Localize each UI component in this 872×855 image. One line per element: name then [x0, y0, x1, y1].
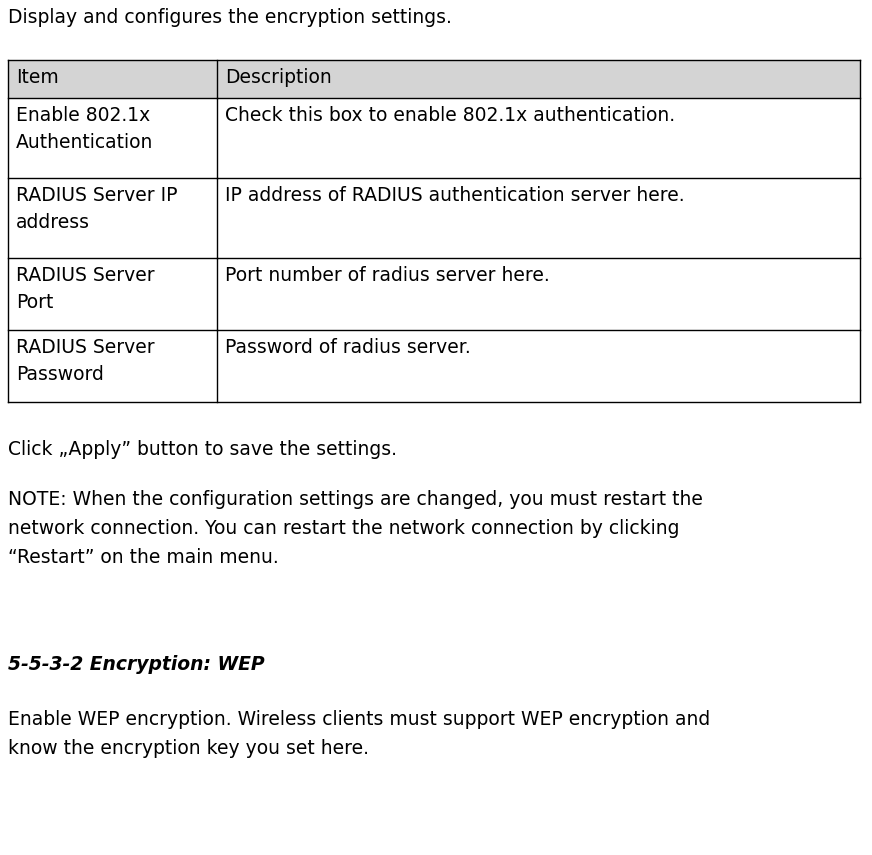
Bar: [8, 60, 860, 98]
Text: IP address of RADIUS authentication server here.: IP address of RADIUS authentication serv…: [225, 186, 685, 205]
Text: NOTE: When the configuration settings are changed, you must restart the
network : NOTE: When the configuration settings ar…: [8, 490, 703, 567]
Text: Enable 802.1x
Authentication: Enable 802.1x Authentication: [16, 106, 153, 151]
Text: RADIUS Server
Port: RADIUS Server Port: [16, 266, 154, 311]
Text: Description: Description: [225, 68, 331, 87]
Text: 5-5-3-2 Encryption: WEP: 5-5-3-2 Encryption: WEP: [8, 655, 264, 674]
Text: Click „Apply” button to save the settings.: Click „Apply” button to save the setting…: [8, 440, 397, 459]
Text: RADIUS Server
Password: RADIUS Server Password: [16, 338, 154, 384]
Text: Display and configures the encryption settings.: Display and configures the encryption se…: [8, 8, 452, 27]
Bar: [8, 178, 860, 258]
Text: Enable WEP encryption. Wireless clients must support WEP encryption and
know the: Enable WEP encryption. Wireless clients …: [8, 710, 711, 758]
Text: Check this box to enable 802.1x authentication.: Check this box to enable 802.1x authenti…: [225, 106, 675, 125]
Bar: [8, 98, 860, 178]
Text: Item: Item: [16, 68, 58, 87]
Bar: [8, 330, 860, 402]
Text: Port number of radius server here.: Port number of radius server here.: [225, 266, 549, 285]
Bar: [8, 258, 860, 330]
Text: Password of radius server.: Password of radius server.: [225, 338, 471, 357]
Text: RADIUS Server IP
address: RADIUS Server IP address: [16, 186, 178, 232]
